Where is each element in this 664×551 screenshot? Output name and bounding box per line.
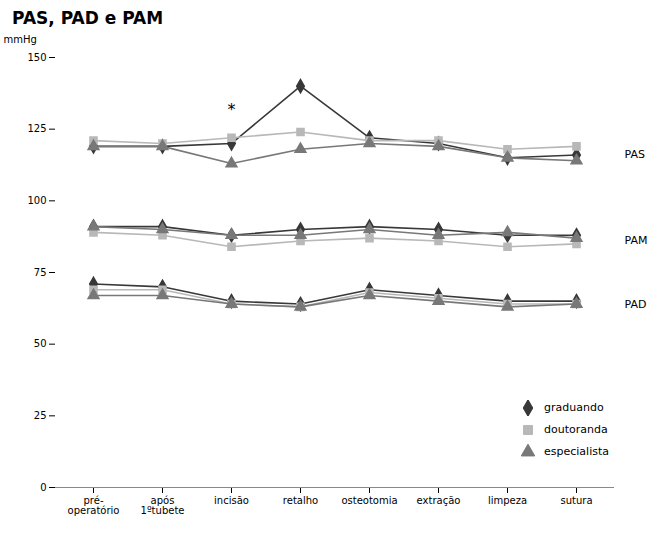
html-text:doutoranda: doutoranda — [544, 423, 608, 436]
svg-text:osteotomia: osteotomia — [341, 495, 397, 506]
svg-text:após1ºtubete: após1ºtubete — [141, 495, 185, 516]
svg-text:extração: extração — [417, 495, 461, 506]
svg-text:75: 75 — [34, 267, 47, 278]
svg-text:0: 0 — [40, 482, 46, 493]
svg-text:PAD: PAD — [625, 298, 647, 311]
svg-text:150: 150 — [27, 52, 46, 63]
svg-text:25: 25 — [34, 410, 47, 421]
html-text:especialista: especialista — [544, 445, 609, 458]
svg-text:limpeza: limpeza — [488, 495, 527, 506]
svg-text:PAS: PAS — [625, 148, 645, 161]
svg-text:retalho: retalho — [283, 495, 318, 506]
svg-text:50: 50 — [34, 338, 47, 349]
svg-text:PAM: PAM — [625, 234, 648, 247]
html-text:graduando: graduando — [544, 401, 604, 414]
html-text:PAS, PAD e PAM: PAS, PAD e PAM — [12, 8, 164, 28]
svg-text:pré-operatório: pré-operatório — [68, 495, 120, 516]
svg-text:sutura: sutura — [560, 495, 592, 506]
svg-text:incisão: incisão — [214, 495, 249, 506]
svg-text:mmHg: mmHg — [4, 34, 37, 45]
svg-text:*: * — [228, 100, 236, 119]
svg-text:125: 125 — [27, 123, 46, 134]
svg-text:100: 100 — [27, 195, 46, 206]
